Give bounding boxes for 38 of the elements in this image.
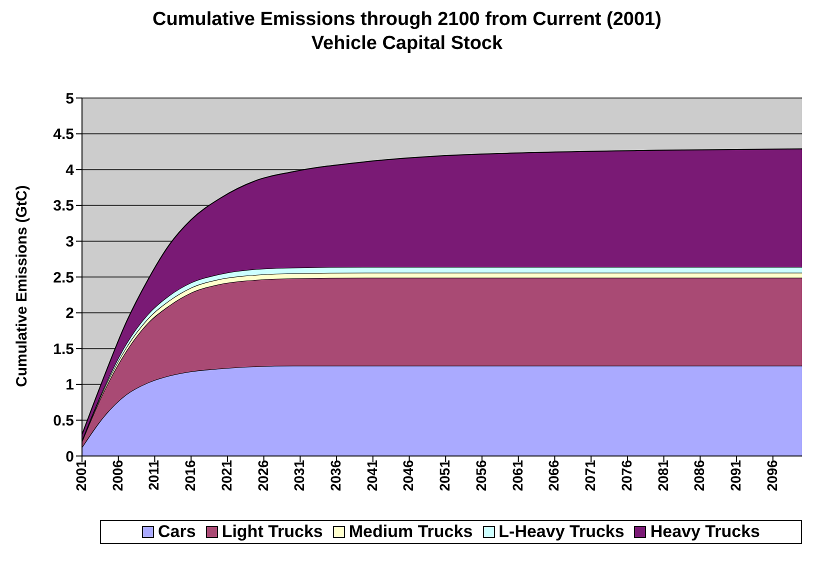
y-tick-label: 4.5	[53, 126, 74, 144]
x-tick-label: 2046	[400, 460, 416, 492]
x-tick-label: 2076	[618, 460, 634, 492]
x-tick-label: 2016	[182, 460, 198, 492]
y-tick-label: 0.5	[53, 412, 74, 430]
y-tick-label: 2	[66, 305, 74, 322]
x-tick-label: 2021	[218, 460, 234, 492]
y-tick-label: 3.5	[53, 198, 74, 215]
x-tick-label: 2031	[291, 460, 308, 492]
legend-label: L-Heavy Trucks	[498, 522, 624, 542]
x-tick-label: 2006	[109, 460, 126, 492]
x-tick-label: 2071	[582, 460, 598, 492]
x-tick-label: 2001	[72, 460, 89, 492]
x-tick-label: 2026	[254, 460, 271, 492]
x-tick-label: 2086	[691, 460, 708, 492]
legend-label: Light Trucks	[220, 522, 323, 542]
legend-label: Cars	[157, 522, 196, 542]
y-tick-label: 3	[66, 234, 74, 251]
y-tick-label: 4	[66, 162, 75, 179]
x-tick-label: 2081	[654, 460, 671, 492]
legend-label: Medium Trucks	[348, 522, 473, 542]
x-tick-label: 2066	[546, 460, 562, 492]
y-tick-label: 1	[66, 376, 74, 394]
x-tick-label: 2051	[436, 460, 453, 492]
x-tick-label: 2096	[764, 460, 780, 492]
y-tick-label: 1.5	[53, 340, 74, 358]
y-tick-label: 0	[66, 448, 74, 466]
y-tick-label: 5	[66, 90, 74, 108]
x-tick-label: 2056	[472, 460, 489, 492]
x-tick-label: 2011	[146, 460, 162, 490]
x-tick-label: 2091	[727, 460, 744, 492]
y-tick-label: 2.5	[53, 269, 74, 286]
chart-title: Cumulative Emissions through 2100 from Current (2001) Vehicle Capital Stock	[152, 8, 662, 56]
y-axis-title: Cumulative Emissions (GtC)	[13, 185, 30, 387]
legend-label: Heavy Trucks	[649, 522, 760, 542]
x-tick-label: 2061	[509, 460, 526, 492]
x-tick-label: 2036	[327, 460, 344, 492]
x-tick-label: 2041	[364, 460, 380, 492]
